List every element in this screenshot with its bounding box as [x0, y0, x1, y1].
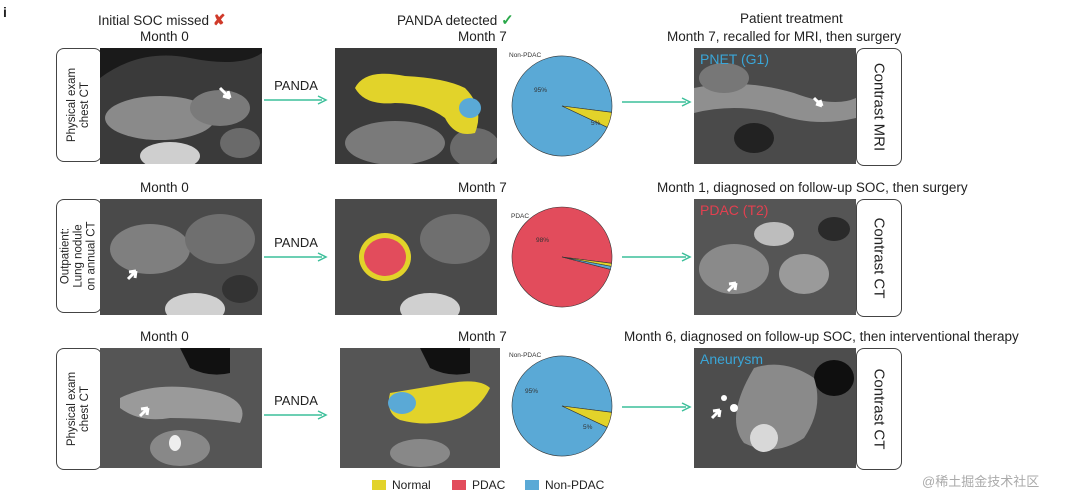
- row3-side-label-box: Physical exam chest CT: [56, 348, 102, 470]
- row1-panda-label: PANDA: [274, 78, 318, 93]
- row1-pie-small-label: 5%: [591, 120, 601, 127]
- row1-mri-image: PNET (G1): [694, 48, 856, 164]
- row3-contrast-ct-image: Aneurysm: [694, 348, 856, 468]
- row1-pie-chart: Non-PDAC 95% 5%: [503, 50, 621, 162]
- row2-modality-box: Contrast CT: [856, 199, 902, 317]
- row3-treatment: Month 6, diagnosed on follow-up SOC, the…: [624, 329, 1019, 344]
- row2-modality-label: Contrast CT: [870, 217, 888, 299]
- legend-normal-swatch: [372, 480, 386, 490]
- row1-treatment-arrow: [620, 95, 694, 114]
- panel-label: i: [3, 4, 7, 20]
- row2-pie-svg: [511, 206, 613, 308]
- row3-month-mid: Month 7: [458, 329, 507, 344]
- row3-treatment-arrow: [620, 400, 694, 419]
- legend-pdac-swatch: [452, 480, 466, 490]
- row2-panda-arrow: PANDA: [262, 235, 330, 265]
- row2-pie-top-label: PDAC: [511, 213, 530, 220]
- row3-panda-label: PANDA: [274, 393, 318, 408]
- row1-finding-label: PNET (G1): [700, 51, 769, 67]
- header-panda-detected: PANDA detected ✓: [397, 11, 514, 29]
- legend-non-pdac: Non-PDAC: [525, 478, 604, 492]
- row3-ct-month7-segmented-image: [340, 348, 500, 468]
- row1-pie-top-label: Non-PDAC: [509, 52, 542, 59]
- row1-side-label-box: Physical exam chest CT: [56, 48, 102, 162]
- row2-panda-label: PANDA: [274, 235, 318, 250]
- row2-ct-month0-image: [100, 199, 262, 315]
- legend-non-pdac-swatch: [525, 480, 539, 490]
- check-icon: ✓: [501, 12, 514, 29]
- row3-finding-label: Aneurysm: [700, 351, 764, 367]
- row3-pie-small-label: 5%: [583, 424, 593, 431]
- legend-pdac: PDAC: [452, 478, 505, 492]
- row2-pie-chart: PDAC 98%: [503, 201, 621, 313]
- row3-pie-svg: [511, 355, 613, 457]
- row3-ct-month0-image: [100, 348, 262, 468]
- row2-finding-label: PDAC (T2): [700, 202, 769, 218]
- row1-pie-svg: [511, 55, 613, 157]
- header-patient-treatment: Patient treatment: [740, 11, 843, 26]
- row2-pie-big-label: 98%: [536, 237, 550, 244]
- legend-normal-label: Normal: [392, 478, 431, 492]
- header-initial-soc-text: Initial SOC missed: [98, 13, 210, 28]
- row3-pie-top-label: Non-PDAC: [509, 352, 542, 359]
- row2-ct-month7-segmented-image: [335, 199, 497, 315]
- watermark: @稀土掘金技术社区: [922, 474, 1040, 489]
- row1-ct-month0-image: [100, 48, 262, 164]
- legend-normal: Normal: [372, 478, 431, 492]
- row2-month-left: Month 0: [140, 180, 189, 195]
- row3-modality-label: Contrast CT: [870, 368, 888, 450]
- row3-pie-chart: Non-PDAC 95% 5%: [503, 350, 621, 462]
- row3-month-left: Month 0: [140, 329, 189, 344]
- row2-side-label: Outpatient: Lung nodule on annual CT: [59, 221, 98, 291]
- pie-slice-normal: [561, 105, 612, 128]
- cross-icon: ✘: [212, 12, 226, 29]
- row1-side-label: Physical exam chest CT: [66, 67, 91, 143]
- row1-pie-big-label: 95%: [534, 87, 548, 94]
- row1-ct-month7-segmented-image: [335, 48, 497, 164]
- legend-pdac-label: PDAC: [472, 478, 506, 492]
- row2-side-label-box: Outpatient: Lung nodule on annual CT: [56, 199, 102, 313]
- row2-treatment-arrow: [620, 250, 694, 269]
- row3-side-label: Physical exam chest CT: [66, 371, 91, 447]
- row3-pie-big-label: 95%: [525, 388, 539, 395]
- row1-month-left: Month 0: [140, 29, 189, 44]
- row1-panda-arrow: PANDA: [262, 78, 330, 108]
- row2-month-mid: Month 7: [458, 180, 507, 195]
- header-panda-detected-text: PANDA detected: [397, 13, 498, 28]
- row1-month-mid: Month 7: [458, 29, 507, 44]
- row1-modality-box: Contrast MRI: [856, 48, 902, 166]
- pie-slice-non-pdac: [561, 256, 612, 270]
- header-initial-soc: Initial SOC missed ✘: [98, 11, 225, 29]
- pie-slice-normal: [561, 405, 612, 428]
- row2-treatment: Month 1, diagnosed on follow-up SOC, the…: [657, 180, 968, 195]
- row1-modality-label: Contrast MRI: [870, 62, 888, 152]
- row1-treatment: Month 7, recalled for MRI, then surgery: [667, 29, 902, 44]
- legend-non-pdac-label: Non-PDAC: [545, 478, 605, 492]
- row2-contrast-ct-image: PDAC (T2): [694, 199, 856, 315]
- row3-modality-box: Contrast CT: [856, 348, 902, 470]
- row3-panda-arrow: PANDA: [262, 393, 330, 423]
